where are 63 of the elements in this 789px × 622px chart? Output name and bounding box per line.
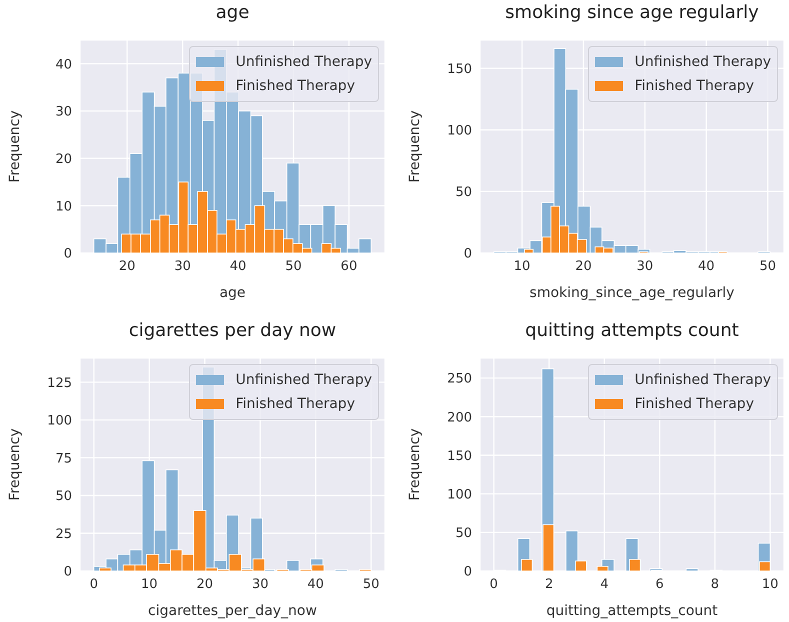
chart-title: smoking since age regularly: [504, 2, 760, 23]
y-tick-label: 250: [447, 372, 472, 387]
y-tick-label: 20: [55, 152, 72, 167]
y-axis-title: Frequency: [406, 110, 423, 183]
y-tick-label: 100: [447, 123, 472, 138]
x-tick-label: 20: [575, 259, 592, 274]
x-tick-label: 8: [710, 577, 720, 592]
y-tick-label: 75: [55, 451, 72, 466]
y-tick-label: 150: [447, 448, 472, 464]
chart-title: age: [214, 2, 250, 23]
x-tick-label: 20: [196, 577, 214, 592]
y-tick-label: 0: [464, 246, 472, 262]
x-tick-label: 50: [285, 259, 302, 274]
x-tick-label: 40: [307, 577, 324, 592]
legend-label: Finished Therapy: [634, 396, 754, 412]
x-tick-label: 20: [118, 259, 136, 274]
x-tick-label: 30: [252, 577, 268, 592]
y-tick-label: 100: [47, 414, 72, 429]
x-tick-label: 10: [514, 259, 530, 274]
y-tick-label: 150: [447, 62, 472, 77]
legend-label: Unfinished Therapy: [236, 54, 372, 70]
y-tick-label: 40: [55, 57, 72, 72]
y-tick-label: 200: [447, 410, 472, 426]
chart-title: quitting attempts count: [524, 320, 740, 341]
y-tick-label: 50: [455, 526, 472, 542]
legend-label: Finished Therapy: [634, 78, 754, 94]
y-tick-label: 0: [464, 564, 472, 580]
x-tick-label: 50: [759, 259, 776, 274]
x-axis-title: cigarettes_per_day_now: [148, 603, 317, 619]
y-axis-title: Frequency: [6, 428, 23, 501]
y-tick-label: 50: [55, 489, 72, 504]
y-tick-label: 30: [55, 104, 72, 120]
x-tick-label: 10: [141, 577, 158, 592]
y-tick-label: 100: [447, 487, 472, 502]
x-axis-title: smoking_since_age_regularly: [530, 285, 734, 301]
chart-title: cigarettes per day now: [128, 320, 338, 341]
y-tick-label: 125: [47, 376, 72, 391]
x-tick-label: 6: [655, 577, 664, 592]
y-tick-label: 25: [55, 526, 72, 542]
legend-label: Unfinished Therapy: [634, 54, 771, 70]
x-tick-label: 30: [174, 259, 191, 274]
x-axis-title: quitting_attempts_count: [546, 603, 718, 619]
y-tick-label: 0: [64, 246, 72, 262]
x-tick-label: 0: [90, 577, 98, 592]
legend-label: Unfinished Therapy: [236, 372, 372, 388]
x-tick-label: 40: [230, 259, 246, 274]
y-tick-label: 0: [64, 564, 72, 580]
y-tick-label: 10: [55, 199, 72, 214]
y-axis-title: Frequency: [406, 428, 423, 501]
legend-label: Unfinished Therapy: [634, 372, 771, 388]
legend-label: Finished Therapy: [236, 396, 355, 412]
x-tick-label: 30: [636, 259, 654, 274]
x-axis-title: age: [219, 285, 246, 301]
x-tick-label: 4: [600, 577, 609, 592]
x-tick-label: 40: [698, 259, 715, 274]
x-tick-label: 0: [490, 577, 498, 592]
x-tick-label: 10: [762, 577, 778, 592]
x-tick-label: 2: [544, 577, 554, 592]
x-tick-label: 50: [362, 577, 380, 592]
y-axis-title: Frequency: [6, 110, 23, 183]
legend-label: Finished Therapy: [236, 78, 355, 94]
x-tick-label: 60: [340, 259, 358, 274]
y-tick-label: 50: [455, 185, 472, 200]
